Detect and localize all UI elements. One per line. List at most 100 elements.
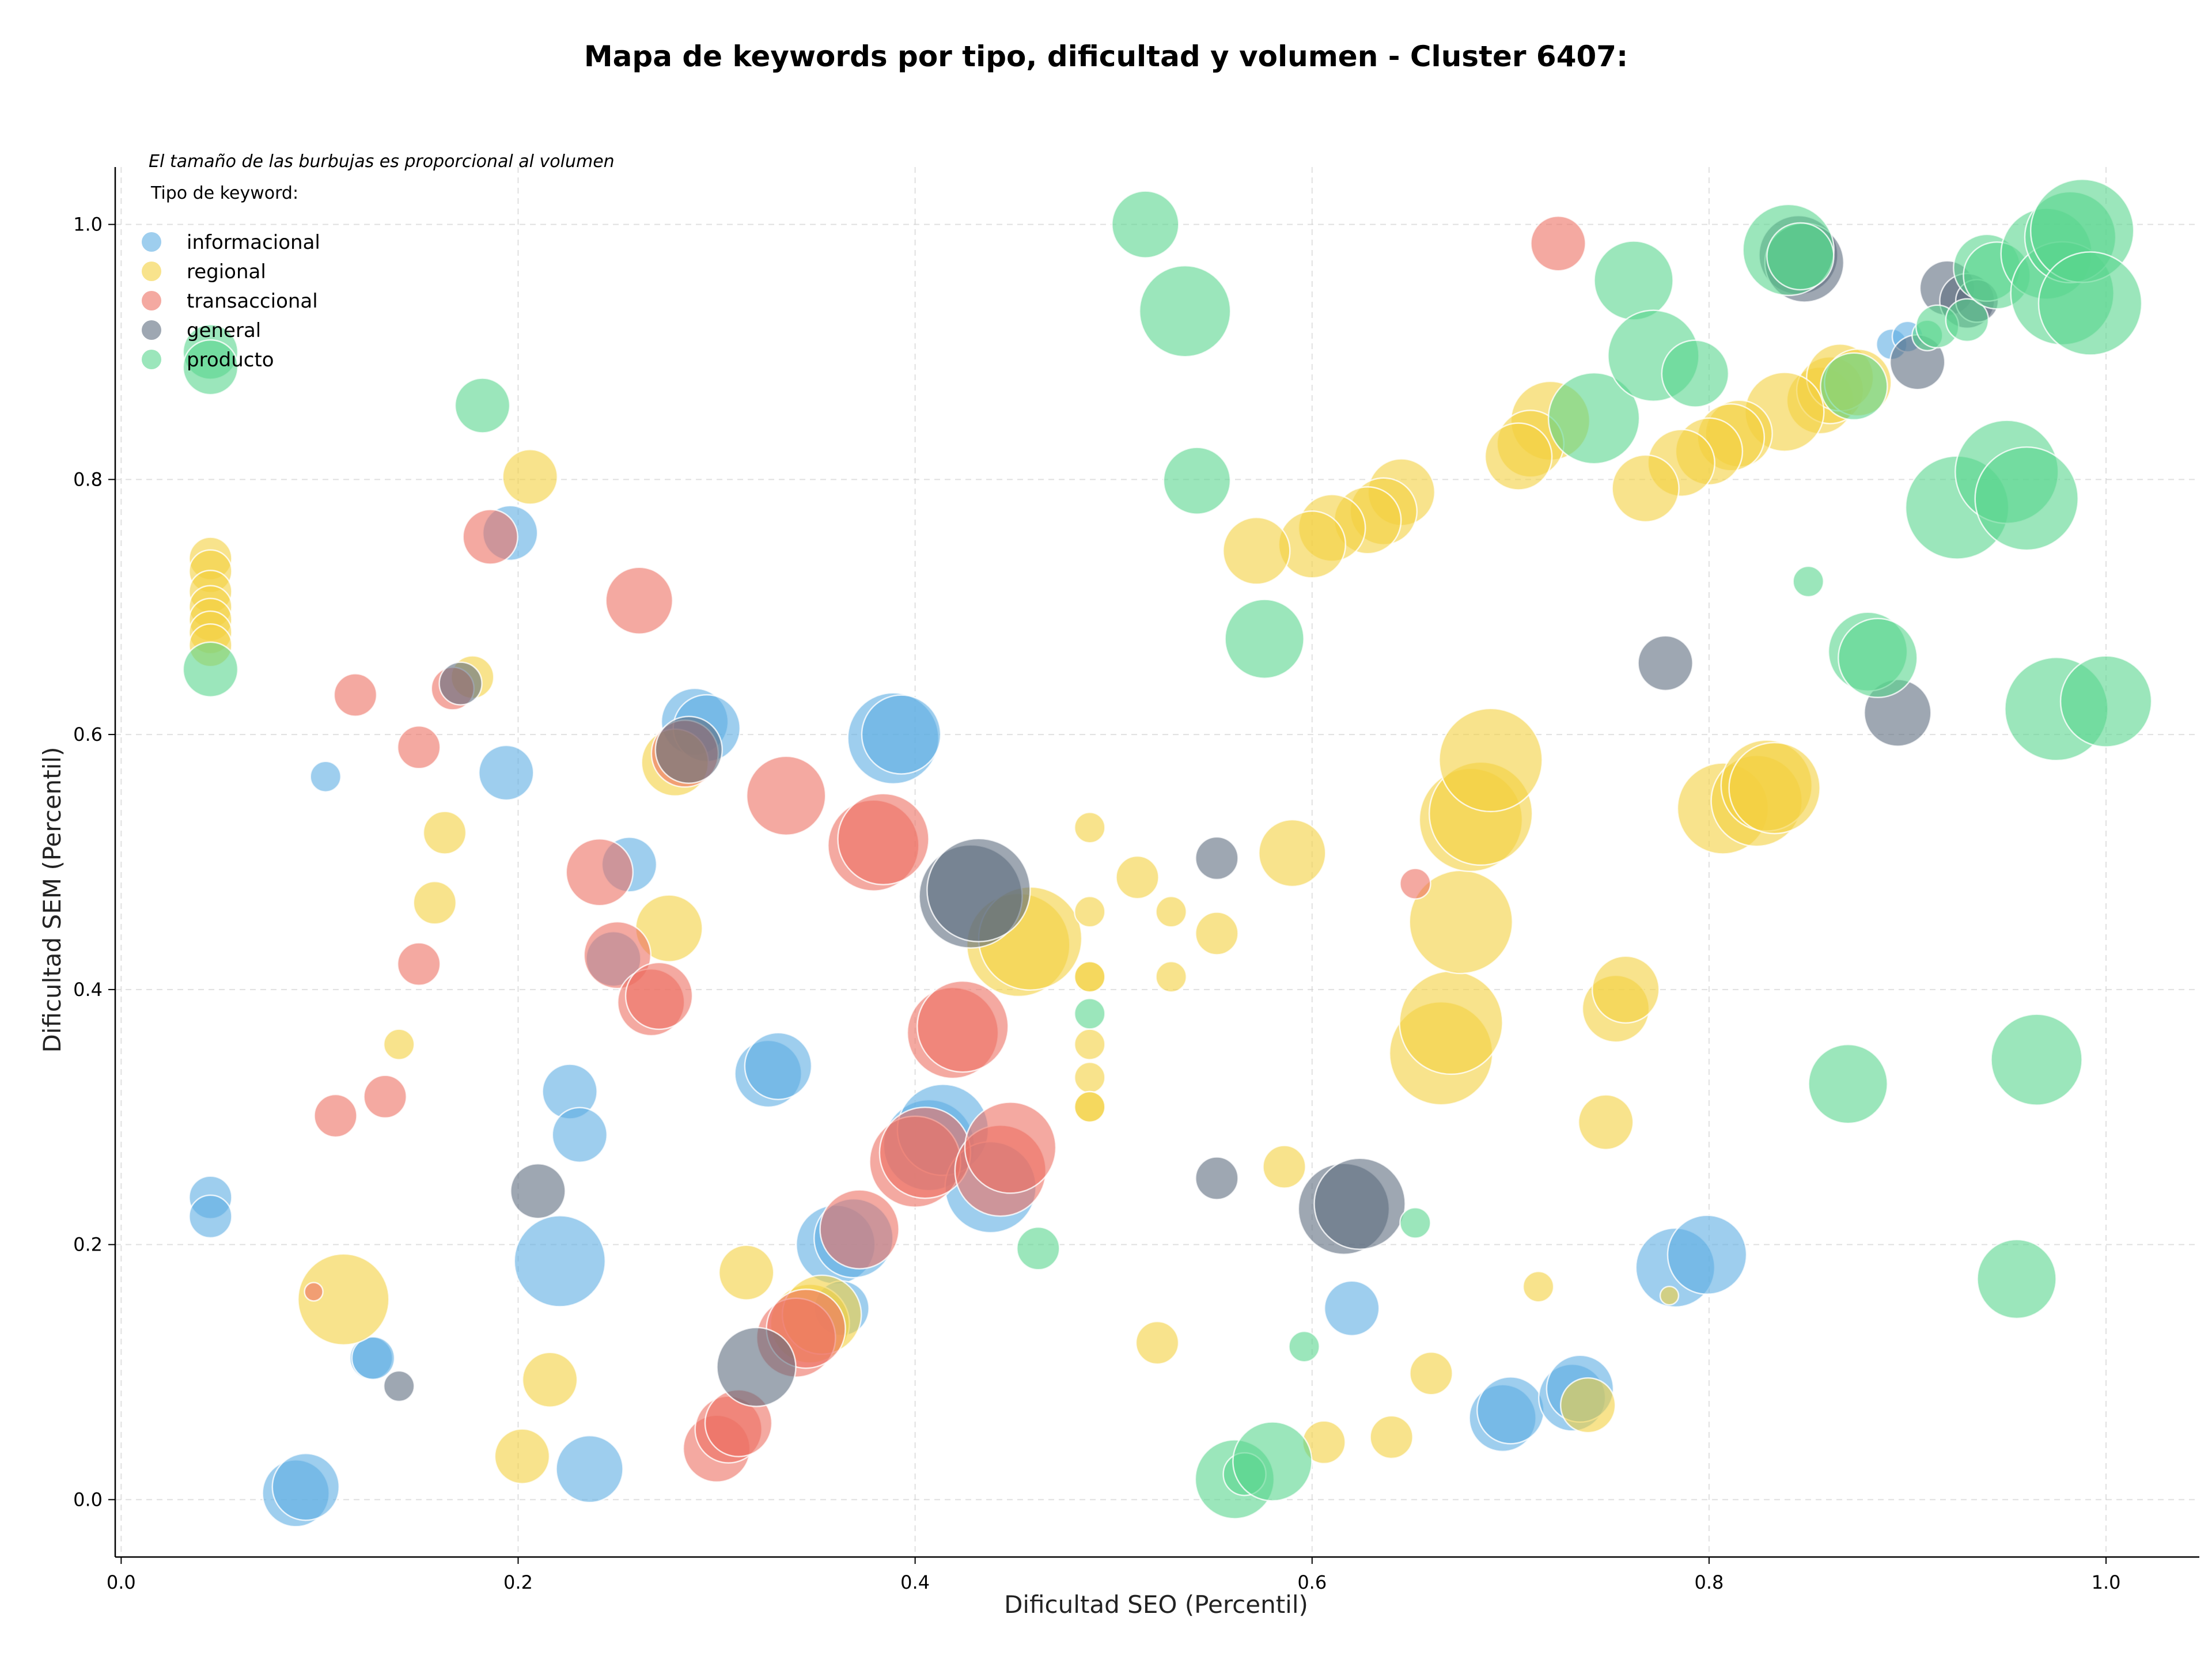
bubble-producto: [454, 377, 511, 434]
bubble-producto: [1288, 1330, 1320, 1363]
bubble-informacional: [551, 1107, 608, 1163]
bubble-transaccional: [964, 1101, 1057, 1194]
bubble-regional: [1155, 960, 1187, 993]
bubble-regional: [1074, 1061, 1106, 1094]
bubble-producto: [1820, 352, 1888, 421]
bubble-regional: [1074, 960, 1106, 993]
bubble-regional: [1728, 741, 1821, 835]
bubble-informacional: [309, 760, 342, 793]
bubble-regional: [1074, 896, 1106, 928]
legend-marker-informacional: [142, 232, 161, 252]
bubble-informacional: [861, 694, 942, 775]
legend-marker-general: [142, 320, 161, 340]
bubble-producto: [1547, 372, 1641, 465]
bubble-transaccional: [745, 755, 827, 836]
bubble-transaccional: [396, 725, 441, 770]
bubble-regional: [1115, 855, 1160, 900]
legend-marker-regional: [142, 262, 161, 281]
bubble-informacional: [1323, 1280, 1380, 1337]
x-tick-label: 0.6: [1297, 1571, 1327, 1593]
bubble-regional: [1074, 1090, 1106, 1123]
legend-label-transaccional: transaccional: [187, 290, 318, 313]
bubble-regional: [1074, 811, 1106, 844]
bubble-regional: [1659, 1285, 1680, 1306]
bubble-producto: [1838, 618, 1918, 699]
bubble-producto: [1111, 190, 1180, 259]
legend-label-regional: regional: [187, 260, 266, 283]
bubble-general: [510, 1162, 566, 1219]
bubble-transaccional: [624, 961, 694, 1031]
legend-marker-transaccional: [142, 291, 161, 310]
bubble-transaccional: [916, 980, 1009, 1073]
bubble-producto: [1162, 446, 1232, 515]
x-tick-label: 0.8: [1694, 1571, 1724, 1593]
bubble-regional: [1611, 454, 1680, 523]
bubble-producto: [1232, 1421, 1313, 1502]
bubble-regional: [502, 449, 558, 505]
grid-lines: [115, 167, 2199, 1557]
data-points: [182, 178, 2153, 1528]
bubble-regional: [718, 1244, 775, 1301]
bubble-regional: [1258, 819, 1327, 888]
bubble-producto: [1766, 222, 1835, 291]
bubble-informacional: [351, 1336, 396, 1380]
bubble-general: [1195, 1156, 1239, 1200]
bubble-producto: [1990, 1013, 2083, 1106]
bubble-general: [438, 661, 483, 706]
bubble-informacional: [271, 1452, 340, 1521]
bubble-producto: [1976, 1238, 2057, 1320]
bubble-regional: [1262, 1145, 1306, 1189]
bubble-transaccional: [462, 509, 518, 565]
bubble-producto: [1074, 998, 1106, 1030]
bubble-regional: [1409, 1351, 1453, 1396]
bubble-regional: [297, 1253, 390, 1346]
bubble-general: [716, 1327, 797, 1407]
legend: El tamaño de las burbujas es proporciona…: [142, 151, 615, 372]
bubble-regional: [412, 881, 457, 925]
x-axis-label: Dificultad SEO (Percentil): [1004, 1590, 1308, 1619]
bubble-informacional: [744, 1032, 813, 1100]
bubble-producto: [1792, 565, 1824, 598]
y-tick-label: 0.0: [73, 1488, 103, 1510]
bubble-producto: [1016, 1226, 1060, 1271]
x-tick-label: 0.4: [900, 1571, 930, 1593]
bubble-regional: [1155, 896, 1187, 928]
legend-label-producto: producto: [187, 348, 274, 372]
bubble-producto: [2059, 655, 2153, 748]
bubble-transaccional: [1399, 868, 1431, 900]
bubble-regional: [1369, 1415, 1414, 1460]
bubble-transaccional: [837, 793, 930, 885]
bubble-informacional: [478, 744, 535, 801]
bubble-transaccional: [605, 566, 673, 635]
bubble-regional: [1399, 970, 1503, 1075]
bubble-informacional: [1666, 1214, 1748, 1295]
bubble-transaccional: [565, 838, 634, 907]
y-tick-label: 0.6: [73, 723, 103, 745]
bubble-transaccional: [819, 1189, 900, 1270]
bubble-general: [1637, 635, 1694, 691]
bubble-transaccional: [396, 942, 441, 986]
bubble-producto: [182, 339, 239, 396]
legend-label-general: general: [187, 319, 261, 342]
x-tick-label: 0.0: [107, 1571, 136, 1593]
bubble-regional: [1559, 1377, 1616, 1434]
chart-title: Mapa de keywords por tipo, dificultad y …: [584, 40, 1628, 73]
y-tick-label: 0.2: [73, 1234, 103, 1256]
bubble-producto: [1945, 298, 1990, 342]
bubble-general: [382, 1370, 415, 1403]
y-tick-label: 0.8: [73, 468, 103, 490]
bubble-transaccional: [333, 673, 378, 717]
legend-title: Tipo de keyword:: [150, 183, 298, 203]
bubble-producto: [1661, 339, 1730, 408]
bubble-regional: [1591, 955, 1660, 1024]
bubble-regional: [1522, 1270, 1555, 1303]
bubble-general: [926, 838, 1031, 942]
bubble-regional: [521, 1351, 578, 1408]
bubble-producto: [1138, 264, 1232, 358]
bubble-regional: [382, 1028, 415, 1060]
bubble-transaccional: [1530, 215, 1586, 272]
bubble-producto: [1399, 1207, 1431, 1239]
bubble-producto: [1593, 240, 1674, 321]
